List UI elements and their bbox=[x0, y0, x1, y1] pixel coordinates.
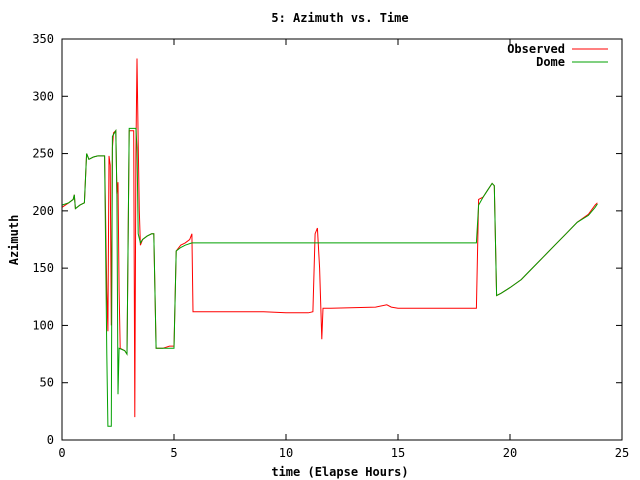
legend-label-observed: Observed bbox=[507, 42, 565, 56]
legend-label-dome: Dome bbox=[536, 55, 565, 69]
y-tick-label: 100 bbox=[32, 318, 54, 332]
y-tick-label: 250 bbox=[32, 147, 54, 161]
series-line-observed bbox=[61, 58, 598, 418]
x-tick-label: 20 bbox=[503, 446, 517, 460]
series-line-dome bbox=[61, 127, 598, 427]
plot-frame bbox=[61, 38, 623, 441]
y-axis-label: Azimuth bbox=[7, 215, 21, 266]
y-tick-label: 0 bbox=[47, 433, 54, 447]
x-tick-label: 15 bbox=[391, 446, 405, 460]
y-tick-label: 150 bbox=[32, 261, 54, 275]
x-tick-label: 10 bbox=[279, 446, 293, 460]
chart-title: 5: Azimuth vs. Time bbox=[271, 11, 408, 25]
y-tick-label: 350 bbox=[32, 32, 54, 46]
x-tick-label: 0 bbox=[58, 446, 65, 460]
y-tick-label: 200 bbox=[32, 204, 54, 218]
plot-area bbox=[61, 58, 598, 427]
x-tick-label: 25 bbox=[615, 446, 629, 460]
y-tick-label: 50 bbox=[40, 376, 54, 390]
y-tick-label: 300 bbox=[32, 89, 54, 103]
x-axis-label: time (Elapse Hours) bbox=[271, 465, 408, 479]
x-tick-label: 5 bbox=[170, 446, 177, 460]
axis-ticks: 0 50 100 150 200 250 300 350 0 5 10 15 20 25 bbox=[32, 32, 629, 460]
